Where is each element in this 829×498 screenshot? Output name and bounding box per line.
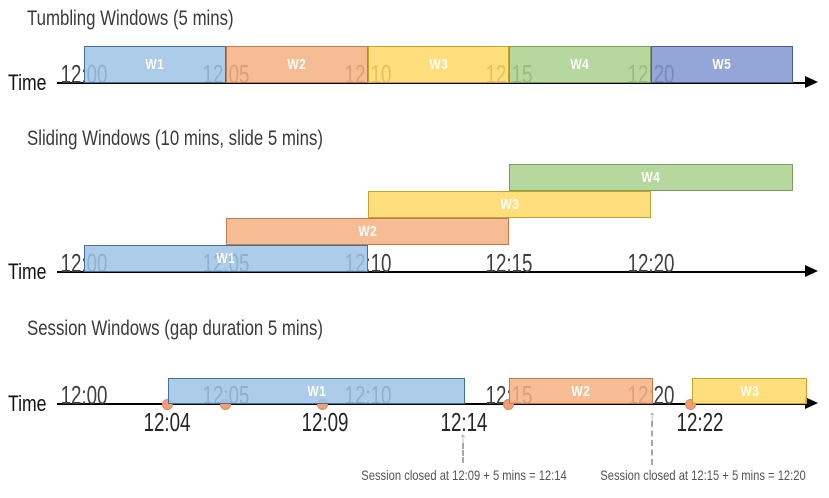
window-label: W4 [570,56,590,73]
window-w1-bar: W1 [84,245,368,272]
time-axis-title: Time [8,391,47,416]
section-title-session: Session Windows (gap duration 5 mins) [27,317,324,340]
window-label: W1 [145,56,165,73]
window-label: W5 [712,56,732,73]
event-time-label: 12:14 [440,407,488,437]
window-label: W3 [428,56,448,73]
session-close-dashed-line [651,421,654,465]
window-label: W4 [641,169,661,186]
window-label: W3 [740,382,759,400]
window-w4-bar: W4 [509,164,793,191]
session-close-arrow-icon: ↑ [647,407,657,426]
time-axis-title: Time [8,259,47,284]
time-axis-line [57,271,806,273]
time-axis-line [57,82,806,84]
tick-label: 12:15 [485,248,533,278]
window-w5-bar: W5 [651,46,793,83]
window-w4-bar: W4 [509,46,651,83]
window-label: W2 [358,223,377,240]
section-title-sliding: Sliding Windows (10 mins, slide 5 mins) [27,127,323,150]
session-close-dashed-line [462,443,465,463]
session-close-arrow-icon: ↑ [458,429,468,448]
window-w2-bar: W2 [225,218,510,245]
window-w3-bar: W3 [367,46,510,83]
tick-label: 12:20 [627,248,675,278]
tick-label: 12:00 [60,380,108,410]
window-label: W2 [571,382,591,400]
event-time-label: 12:04 [143,407,191,437]
window-w3-bar: W3 [692,378,807,404]
event-dot [685,398,697,410]
event-time-label: 12:22 [676,407,724,437]
window-label: W1 [216,250,236,267]
event-time-label: 12:09 [301,407,349,437]
window-label: W3 [499,196,519,213]
window-w1-bar: W1 [167,378,466,404]
window-w1-bar: W1 [84,46,226,83]
window-label: W2 [287,56,307,73]
axis-arrowhead-icon [805,76,818,88]
window-w2-bar: W2 [225,46,368,83]
axis-arrowhead-icon [805,265,818,277]
session-close-note: Session closed at 12:09 + 5 mins = 12:14 [361,467,567,483]
window-w2-bar: W2 [509,378,653,404]
event-dot [502,398,514,410]
time-axis-line [57,403,806,405]
window-label: W1 [307,382,326,400]
session-close-note: Session closed at 12:15 + 5 mins = 12:20 [600,467,807,483]
axis-arrowhead-icon [805,397,818,409]
window-w3-bar: W3 [367,191,651,218]
section-title-tumbling: Tumbling Windows (5 mins) [27,7,234,30]
time-axis-title: Time [8,70,47,95]
